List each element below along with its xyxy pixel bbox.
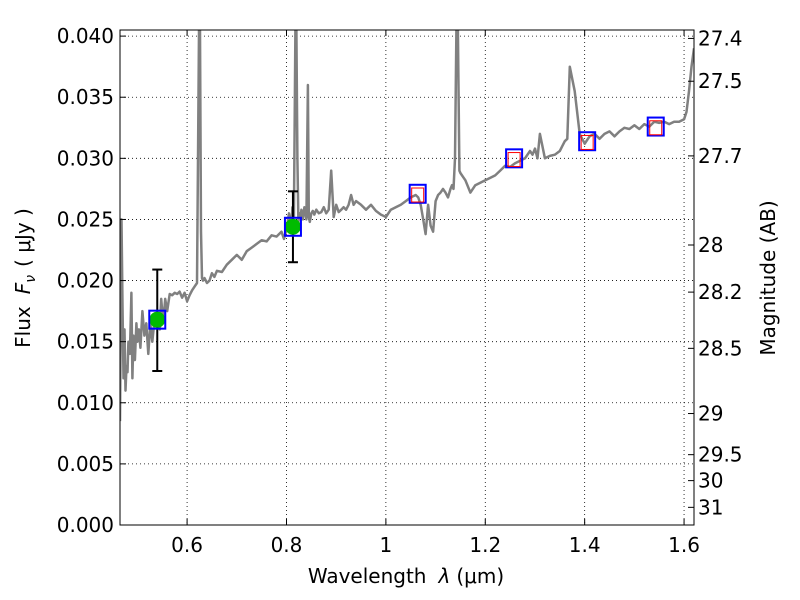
model-square — [411, 187, 425, 203]
y2-tick-label: 28.5 — [698, 336, 743, 360]
points-layer — [148, 116, 665, 372]
y-tick-label: 0.000 — [57, 513, 114, 537]
y2-tick-label: 29.5 — [698, 443, 743, 467]
y-tick-label: 0.020 — [57, 269, 114, 293]
y-tick-label: 0.035 — [57, 85, 114, 109]
x-tick-label: 1 — [380, 533, 393, 557]
y2-tick-label: 28 — [698, 233, 723, 257]
synthetic-square — [578, 131, 597, 152]
y-tick-label: 0.040 — [57, 24, 114, 48]
grid — [120, 30, 694, 526]
model-square — [580, 134, 594, 150]
synthetic-square — [505, 148, 524, 169]
x-tick-label: 1.6 — [668, 533, 700, 557]
ticks — [120, 30, 694, 526]
y2-tick-label: 27.4 — [698, 26, 743, 50]
synthetic-square — [283, 216, 302, 237]
y2-tick-label: 27.7 — [698, 144, 743, 168]
plot-frame — [119, 29, 695, 526]
x-tick-label: 0.6 — [171, 533, 203, 557]
x-axis-label: Wavelength λ (μm) — [308, 564, 504, 588]
x-tick-label: 0.8 — [271, 533, 303, 557]
y-tick-label: 0.025 — [57, 207, 114, 231]
model-square — [507, 152, 521, 168]
y2-tick-label: 28.2 — [698, 280, 743, 304]
y-axis-symbol: F — [11, 282, 35, 294]
y-tick-label: 0.005 — [57, 452, 114, 476]
y-axis-unit: ( μJy ) — [11, 208, 35, 267]
synthetic-square — [408, 183, 427, 204]
spectrum-line — [120, 30, 694, 422]
y-axis-label: Flux Fν ( μJy ) — [11, 208, 39, 348]
synthetic-square — [148, 309, 167, 330]
x-tick-label: 1.2 — [469, 533, 501, 557]
x-axis-unit: (μm) — [456, 564, 504, 588]
observed-point — [149, 311, 166, 328]
y-tick-label: 0.030 — [57, 146, 114, 170]
x-axis-symbol: λ — [438, 564, 451, 588]
x-axis-label-text: Wavelength — [308, 564, 427, 588]
y-tick-label: 0.010 — [57, 391, 114, 415]
y2-axis-label: Magnitude (AB) — [756, 200, 780, 355]
plot-background — [120, 30, 694, 525]
y-axis-label-text: Flux — [11, 306, 35, 348]
y-axis-subscript: ν — [23, 275, 39, 283]
y2-tick-label: 27.5 — [698, 69, 743, 93]
y2-tick-label: 31 — [698, 495, 723, 519]
series-layer — [120, 30, 694, 422]
tick-labels: 0.6 0.8 1 1.2 1.4 1.6 0.000 0.005 0.010 0.015 0.02… — [57, 24, 743, 557]
synthetic-square — [646, 116, 665, 137]
y2-tick-label: 29 — [698, 402, 723, 426]
model-square — [649, 120, 663, 136]
observed-point — [284, 218, 301, 235]
y2-tick-label: 30 — [698, 469, 723, 493]
x-tick-label: 1.4 — [569, 533, 601, 557]
y-tick-label: 0.015 — [57, 330, 114, 354]
